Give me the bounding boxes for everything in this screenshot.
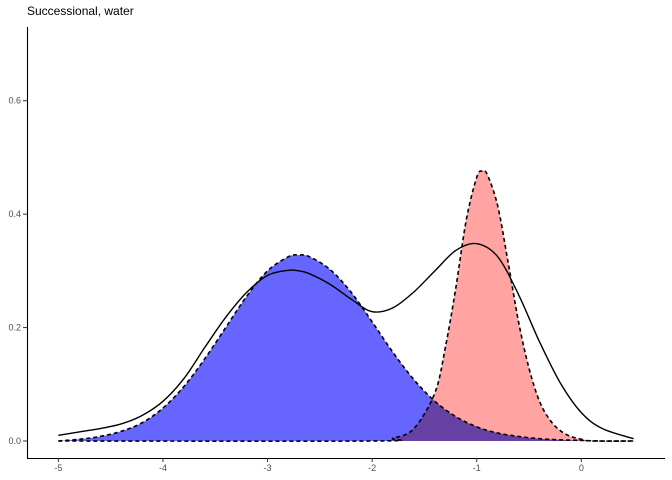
y-tick-label: 0.0 bbox=[8, 436, 21, 446]
x-tick-label: -4 bbox=[159, 463, 167, 473]
axes bbox=[26, 27, 665, 460]
chart-title: Successional, water bbox=[27, 4, 134, 18]
x-tick-label: 0 bbox=[579, 463, 584, 473]
x-tick-label: -2 bbox=[368, 463, 376, 473]
density-outline-1 bbox=[58, 254, 634, 442]
x-tick-label: -5 bbox=[54, 463, 62, 473]
density-area-2 bbox=[58, 170, 634, 442]
total-density-line bbox=[58, 242, 634, 440]
y-tick-label: 0.6 bbox=[8, 96, 21, 106]
x-tick-label: -1 bbox=[473, 463, 481, 473]
ticks: -5 -4 -3 -2 -1 0 0.0 0.2 0.4 0.6 bbox=[8, 96, 583, 473]
x-tick-label: -3 bbox=[264, 463, 272, 473]
y-tick-label: 0.4 bbox=[8, 209, 21, 219]
density-outline-2 bbox=[58, 169, 634, 442]
density-area-1 bbox=[58, 254, 634, 442]
y-tick-label: 0.2 bbox=[8, 323, 21, 333]
plot-area bbox=[58, 169, 634, 442]
